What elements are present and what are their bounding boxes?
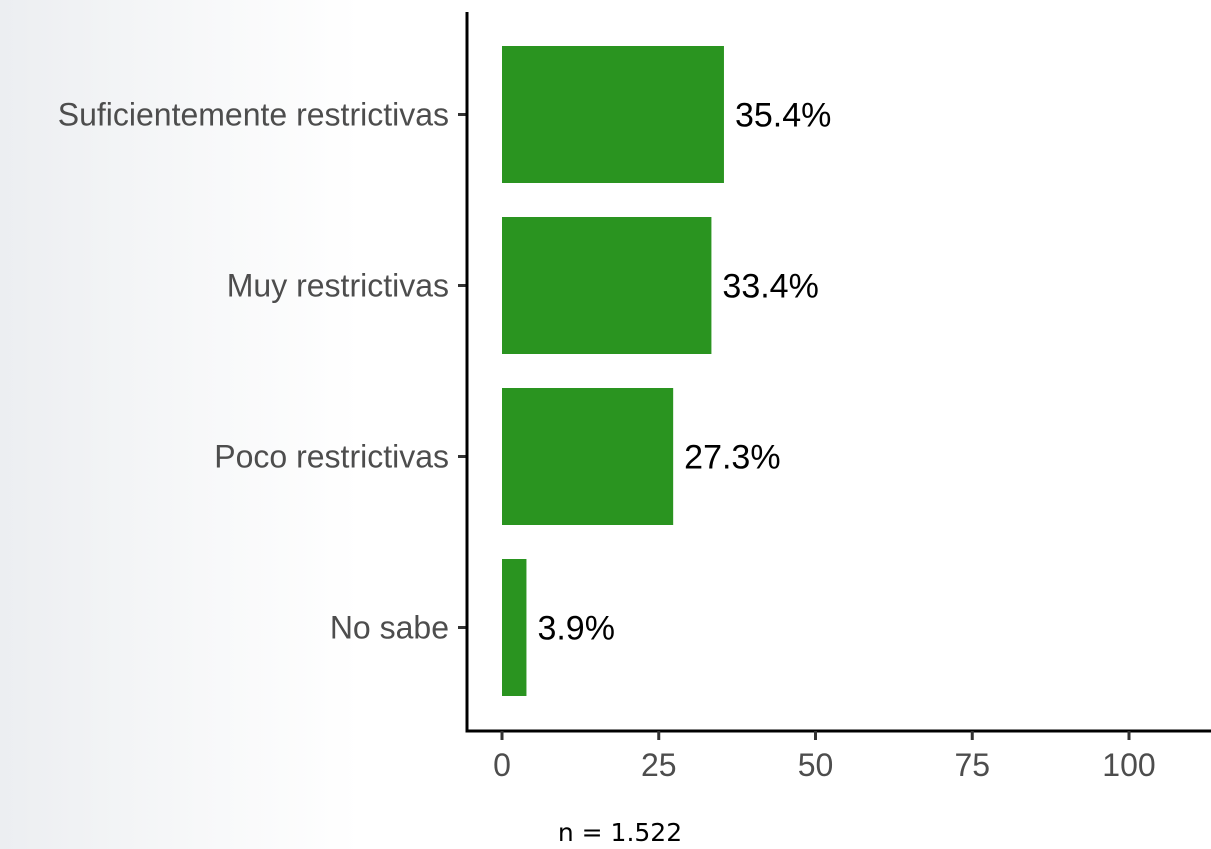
bar-4	[502, 559, 527, 696]
x-tick-label-50: 50	[798, 747, 834, 783]
y-axis: Suficientemente restrictivas Muy restrict…	[58, 12, 469, 733]
bar-1	[502, 46, 724, 183]
data-labels-layer: 35.4% 33.4% 27.3% 3.9%	[537, 97, 831, 648]
data-label-1: 35.4%	[735, 97, 831, 135]
data-label-2: 33.4%	[722, 268, 818, 306]
data-label-4: 3.9%	[537, 610, 615, 648]
data-label-3: 27.3%	[684, 439, 780, 477]
x-tick-label-25: 25	[641, 747, 677, 783]
category-label-1: Suficientemente restrictivas	[58, 97, 449, 133]
category-label-4: No sabe	[330, 610, 449, 646]
bar-3	[502, 388, 674, 525]
category-label-3: Poco restrictivas	[214, 439, 449, 475]
sample-size-note: n = 1.522	[557, 818, 683, 847]
x-tick-label-100: 100	[1102, 747, 1155, 783]
category-label-2: Muy restrictivas	[227, 268, 449, 304]
bars-layer	[502, 46, 724, 696]
x-tick-label-75: 75	[954, 747, 990, 783]
bar-2	[502, 217, 712, 354]
x-axis: 0 25 50 75 100	[465, 729, 1211, 783]
x-tick-label-0: 0	[493, 747, 511, 783]
